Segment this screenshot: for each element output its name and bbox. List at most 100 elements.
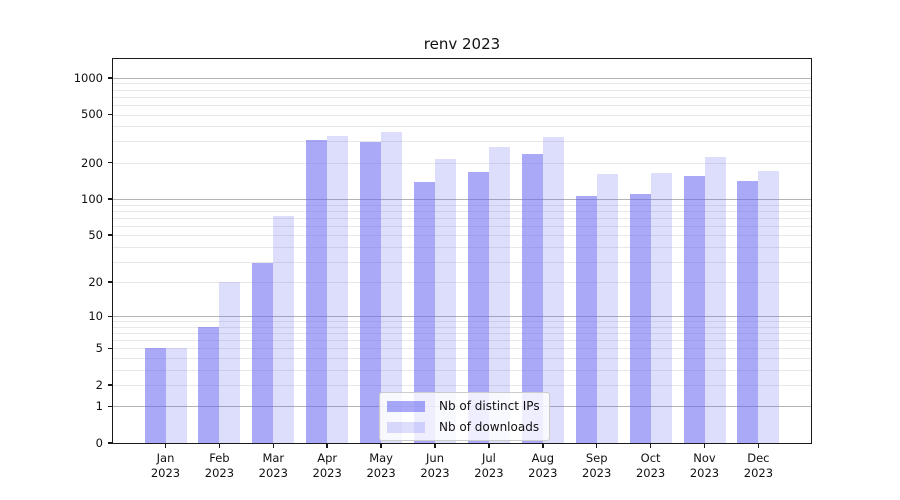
x-tick-month: Jan [156,451,175,465]
x-tick-year: 2023 [312,466,342,480]
legend-label-distinct-ips: Nb of distinct IPs [439,399,540,413]
major-gridline [113,77,811,79]
x-tick-month: Oct [640,451,661,465]
x-tick-label: Jul 2023 [457,451,521,481]
x-tick-mark [380,443,382,448]
minor-gridline [113,162,811,164]
x-tick-mark [218,443,221,448]
y-tick-label: 500 [81,107,103,122]
x-tick-label: Mar 2023 [241,451,305,481]
y-tick-label: 2 [95,377,103,392]
y-tick-mark [108,315,113,318]
x-tick-year: 2023 [204,466,235,480]
minor-gridline [113,348,811,350]
x-tick-year: 2023 [528,466,558,480]
x-tick-year: 2023 [150,466,181,480]
x-tick-month: May [369,451,393,465]
minor-gridline [113,246,811,248]
minor-gridline [113,282,811,284]
bar-downloads-sep [596,173,618,443]
x-tick-mark [326,443,328,448]
y-tick-mark [108,384,113,386]
bar-downloads-apr [327,136,349,443]
x-tick-month: Mar [262,451,285,465]
legend-swatch-downloads-icon [387,421,425,433]
bar-distinct-ips-jun [414,181,435,443]
y-tick-label: 100 [81,192,103,207]
minor-gridline [113,333,811,335]
legend-label-downloads: Nb of downloads [439,420,540,434]
y-tick-mark [108,198,113,200]
x-tick-label: Jan 2023 [134,451,198,481]
x-tick-label: Feb 2023 [187,451,251,481]
bar-distinct-ips-jan [144,348,166,443]
x-tick-mark [164,443,167,448]
y-tick-mark [108,405,113,408]
x-tick-mark [434,443,436,448]
x-tick-year: 2023 [258,466,288,480]
minor-gridline [113,204,811,206]
bar-distinct-ips-mar [252,263,274,443]
x-tick-label: Oct 2023 [619,451,683,481]
x-tick-month: Dec [747,451,770,465]
y-tick-mark [108,234,113,236]
minor-gridline [113,326,811,328]
y-tick-mark [108,347,113,350]
x-tick-month: Aug [531,451,555,465]
y-tick-label: 200 [81,155,103,170]
minor-gridline [113,225,811,227]
x-tick-month: Jul [481,451,496,465]
x-tick-year: 2023 [635,466,666,480]
x-tick-year: 2023 [420,466,450,480]
major-gridline [113,316,811,318]
bar-downloads-jun [435,159,456,443]
minor-gridline [113,321,811,323]
bar-downloads-may [381,132,403,443]
y-tick-mark [108,161,113,164]
y-tick-mark [108,442,113,444]
y-tick-label: 1000 [73,70,103,85]
x-tick-label: Jun 2023 [403,451,467,481]
x-tick-label: May 2023 [349,451,413,481]
minor-gridline [113,235,811,237]
bar-downloads-aug [542,137,564,443]
x-tick-year: 2023 [743,466,774,480]
y-tick-label: 10 [88,309,103,324]
y-tick-mark [108,77,113,79]
legend-item-distinct-ips: Nb of distinct IPs [387,397,540,415]
x-tick-mark [595,443,598,448]
x-tick-label: Dec 2023 [726,451,790,481]
legend: Nb of distinct IPs Nb of downloads [379,392,550,441]
x-tick-mark [272,443,275,448]
y-tick-label: 1 [95,399,103,414]
plot-area: Nb of distinct IPs Nb of downloads [112,58,812,444]
x-tick-month: Feb [209,451,230,465]
y-tick-label: 0 [95,436,103,450]
x-tick-year: 2023 [366,466,396,480]
bar-distinct-ips-sep [575,196,597,443]
bar-downloads-mar [273,215,295,443]
x-tick-mark [649,443,652,448]
bar-downloads-jul [488,146,510,443]
bar-distinct-ips-may [360,142,382,443]
minor-gridline [113,126,811,128]
x-tick-mark [757,443,760,448]
x-tick-year: 2023 [474,466,504,480]
minor-gridline [113,104,811,106]
bar-downloads-oct [650,172,672,443]
minor-gridline [113,83,811,85]
major-gridline [113,199,811,201]
legend-item-downloads: Nb of downloads [387,418,540,436]
y-tick-label: 5 [95,341,103,356]
x-tick-year: 2023 [582,466,612,480]
minor-gridline [113,340,811,342]
bar-distinct-ips-oct [629,193,651,443]
minor-gridline [113,210,811,212]
x-tick-mark [542,443,544,448]
x-tick-month: Apr [317,451,338,465]
x-tick-label: Sep 2023 [565,451,629,481]
x-tick-label: Aug 2023 [511,451,575,481]
minor-gridline [113,357,811,359]
minor-gridline [113,141,811,143]
